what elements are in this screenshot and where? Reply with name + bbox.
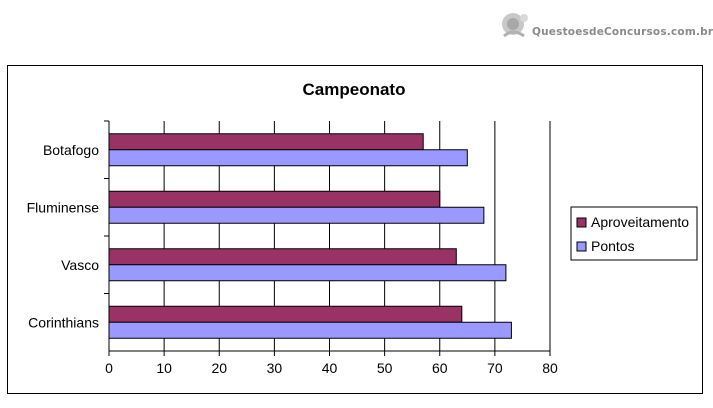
bar-aproveitamento-fluminense: [108, 190, 441, 208]
bar-pontos-fluminense: [108, 206, 485, 224]
x-tick-label: 80: [542, 360, 558, 376]
bar-aproveitamento-vasco: [108, 248, 457, 266]
x-tick-label: 40: [322, 360, 338, 376]
chart-frame: Campeonato 0 10 20 30 40 50 60 70 80 Botafogo Flum…: [7, 65, 703, 394]
x-tick-label: 20: [211, 360, 227, 376]
logo-icon: [502, 13, 528, 38]
bar-aproveitamento-botafogo: [108, 133, 424, 151]
x-tick-label: 50: [377, 360, 393, 376]
x-tick-label: 60: [432, 360, 448, 376]
bar-aproveitamento-corinthians: [108, 305, 463, 323]
bar-pontos-vasco: [108, 264, 507, 282]
legend-box: [570, 206, 698, 261]
x-tick-label: 70: [487, 360, 503, 376]
category-label: Corinthians: [28, 314, 99, 330]
x-tick-label: 0: [105, 360, 113, 376]
legend: Aproveitamento Pontos: [570, 206, 698, 261]
category-label: Botafogo: [43, 142, 99, 158]
x-tick-label: 30: [267, 360, 283, 376]
x-tick-label: 10: [156, 360, 172, 376]
category-label: Fluminense: [27, 199, 100, 215]
bar-pontos-corinthians: [108, 321, 512, 339]
watermark-logo: QuestoesdeConcursos.com.br: [498, 8, 713, 44]
category-label: Vasco: [61, 257, 99, 273]
legend-swatch: [576, 217, 587, 228]
legend-swatch: [576, 241, 587, 252]
bar-chart: Campeonato 0 10 20 30 40 50 60 70 80 Botafogo Flum…: [27, 80, 698, 376]
legend-label: Aproveitamento: [591, 214, 689, 230]
bar-pontos-botafogo: [108, 149, 468, 167]
chart-title: Campeonato: [303, 80, 406, 99]
watermark-text: QuestoesdeConcursos.com.br: [532, 26, 713, 38]
legend-label: Pontos: [591, 238, 635, 254]
